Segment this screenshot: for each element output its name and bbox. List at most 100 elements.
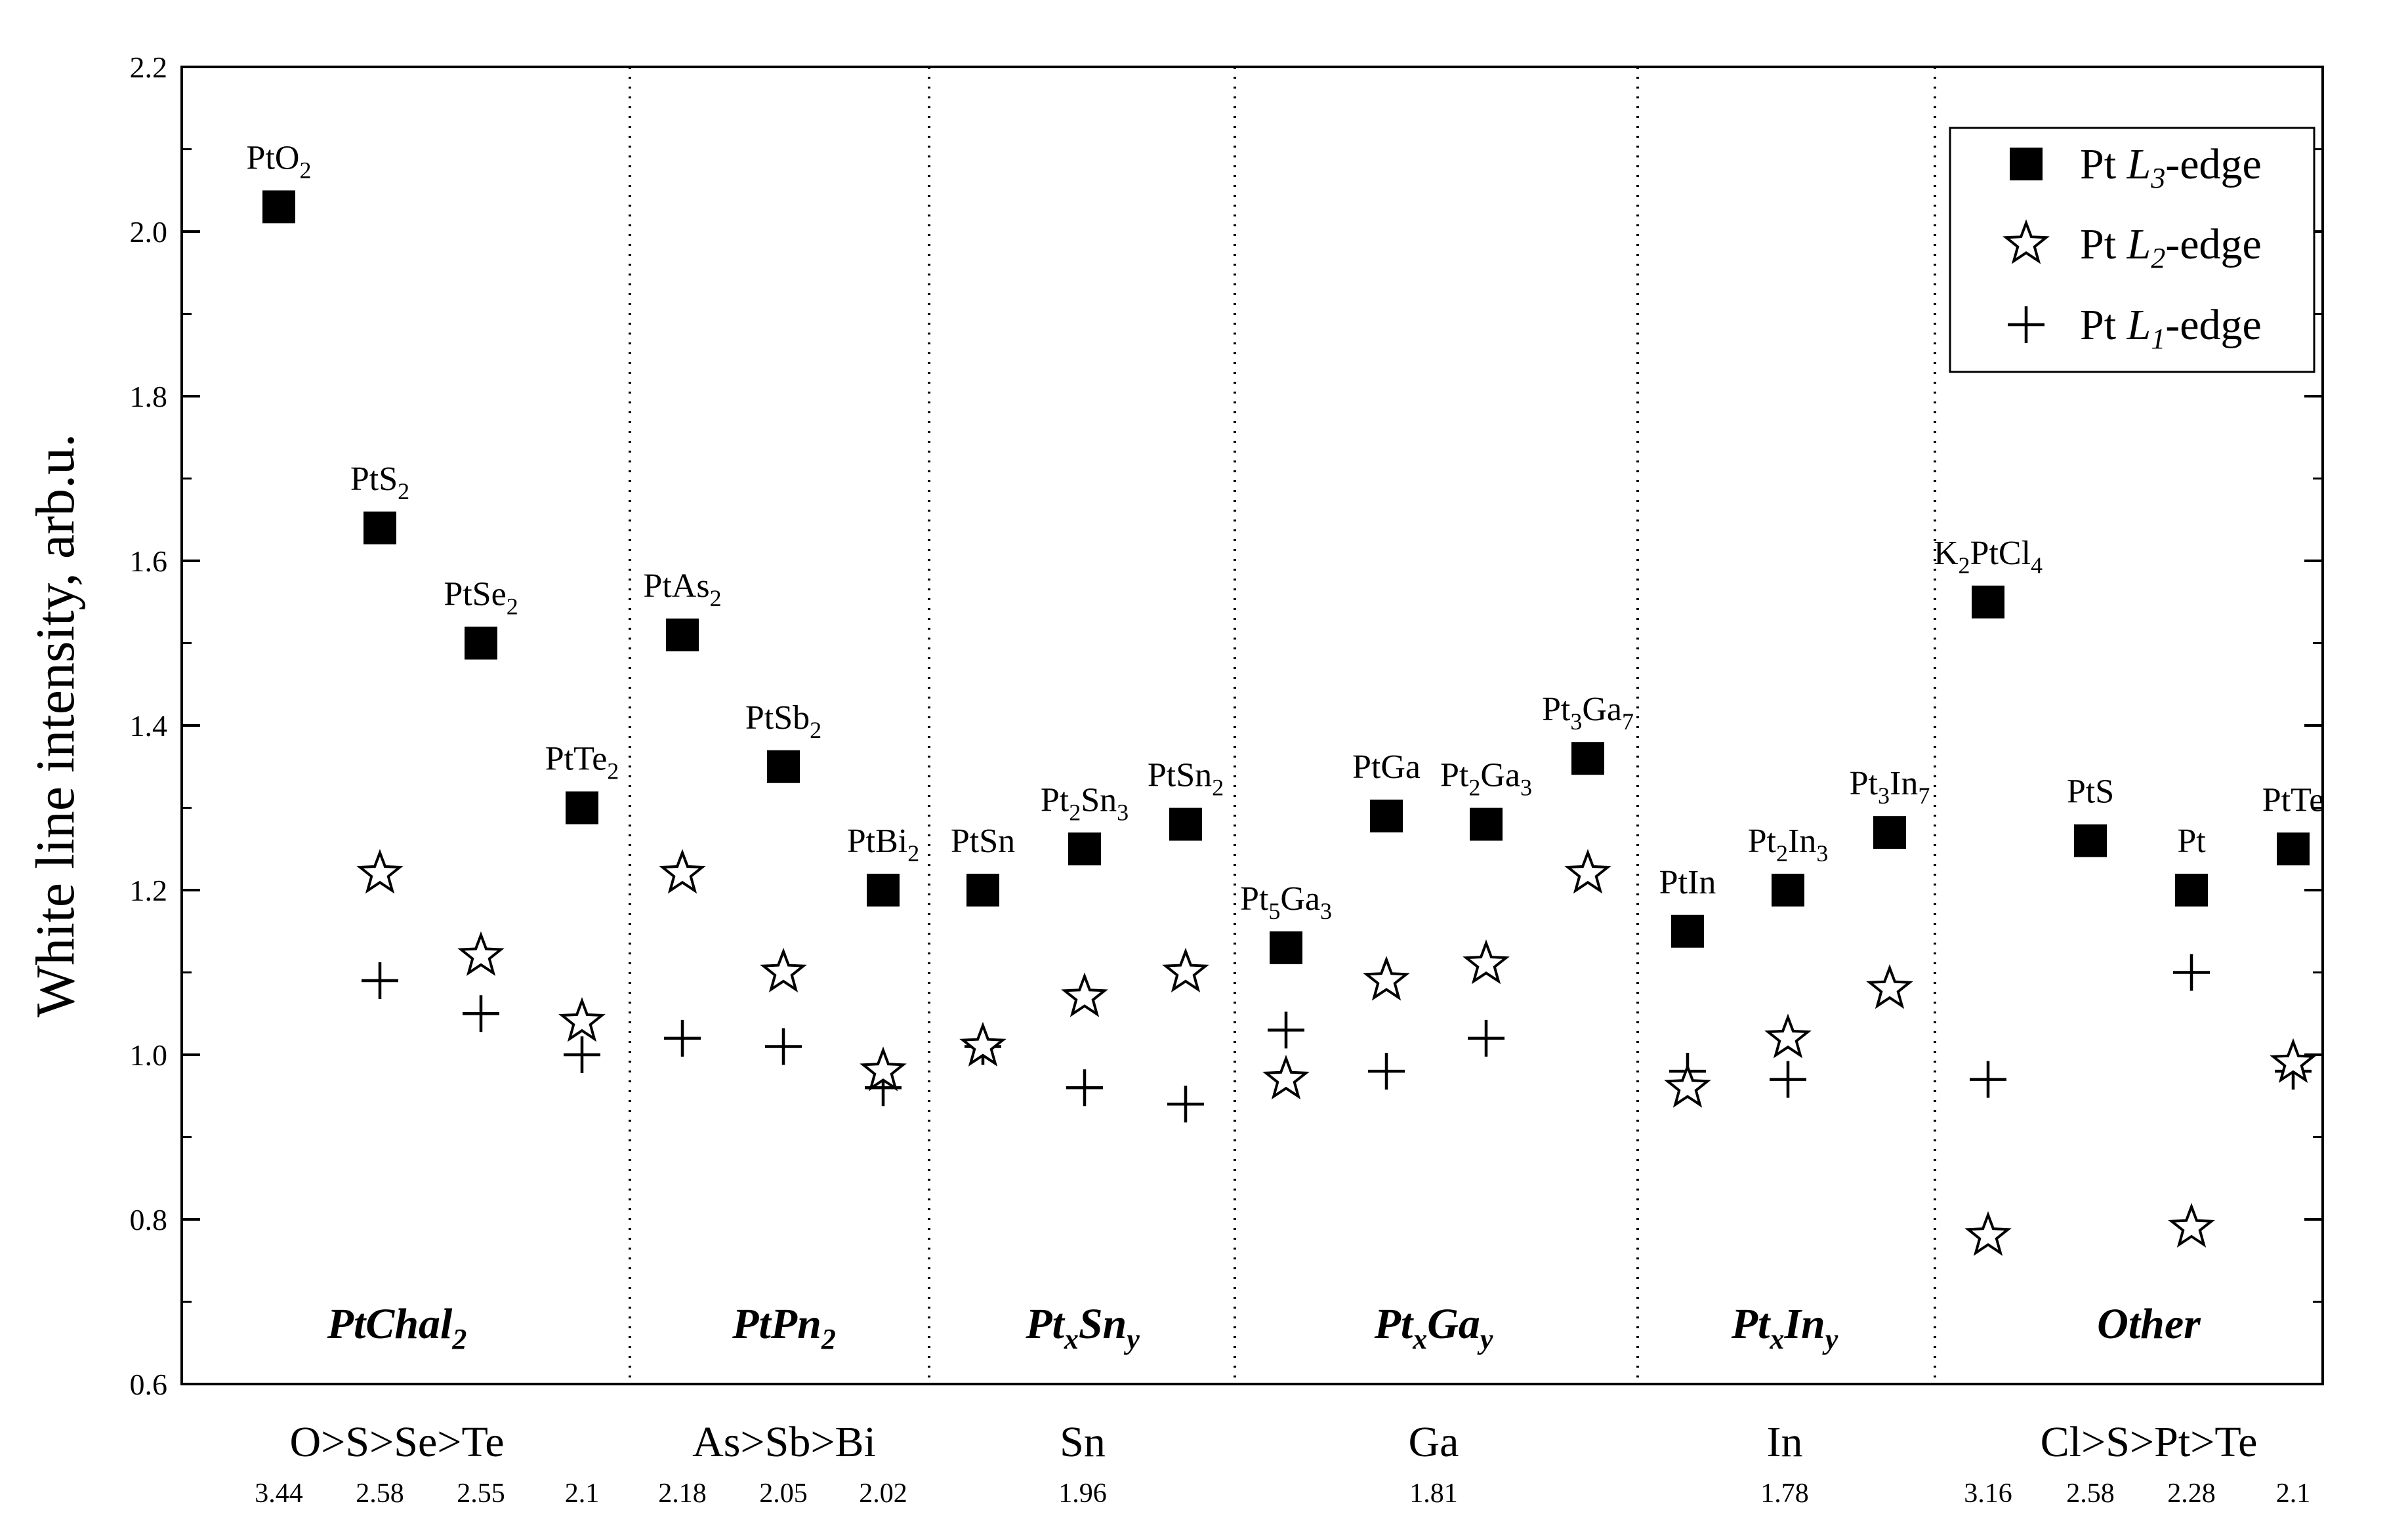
L2-point-mark	[1564, 849, 1611, 894]
label-text: PtCl	[1970, 535, 2031, 572]
point-label: Pt2Ga3	[1440, 757, 1532, 801]
L3-point-mark	[1972, 585, 2004, 619]
L2-point-mark	[558, 997, 606, 1042]
label-subscript: 3	[1520, 775, 1532, 801]
L1-point-mark	[2173, 954, 2210, 991]
group-label-subscript: y	[1477, 1323, 1493, 1355]
group-bottom-label: In	[1767, 1418, 1803, 1466]
label-text: PtAs	[643, 567, 709, 605]
L1-point-mark	[664, 1019, 701, 1057]
label-subscript: 5	[1268, 898, 1280, 924]
group-label-main: Pt	[1025, 1300, 1065, 1348]
group-label-subscript: 2	[821, 1323, 836, 1355]
L2-point-mark	[1664, 1063, 1711, 1108]
label-text: PtBi	[847, 823, 908, 860]
L1-point-mark	[1268, 1011, 1304, 1049]
L3-point-mark	[1671, 914, 1704, 948]
group-label-subscript: y	[1822, 1323, 1838, 1355]
L3-point-mark	[1370, 800, 1403, 833]
point-label: Pt2In3	[1748, 823, 1829, 866]
label-text: PtIn	[1659, 864, 1716, 901]
label-subscript: 2	[710, 585, 722, 611]
point-label: K2PtCl4	[1934, 535, 2043, 579]
electronegativity-value: 2.58	[356, 1478, 404, 1509]
L2-point-mark	[356, 849, 404, 894]
label-text: PtSb	[745, 699, 810, 737]
L1-point-mark	[1066, 1069, 1103, 1107]
y-tick-label: 2.2	[130, 51, 168, 84]
L2-point-mark	[659, 849, 706, 894]
L2-point-mark	[1262, 1054, 1310, 1100]
electronegativity-value: 2.1	[565, 1478, 600, 1509]
legend-letter: L	[2127, 140, 2151, 188]
group-label: PtxIny	[1731, 1300, 1838, 1355]
legend-suffix: -edge	[2165, 301, 2262, 349]
electronegativity-value: 3.44	[255, 1478, 303, 1509]
label-subscript: 3	[1570, 708, 1582, 735]
label-text: PtO	[247, 139, 300, 176]
group-separators	[629, 67, 1936, 1384]
point-label: PtSe2	[444, 576, 518, 620]
label-subscript: 2	[1959, 552, 1970, 579]
label-text: PtSn	[1148, 757, 1212, 794]
group-bottom-label: As>Sb>Bi	[692, 1418, 876, 1466]
L2-point-mark	[959, 1021, 1007, 1067]
label-subscript: 2	[1776, 840, 1788, 866]
group-label-subscript: 2	[451, 1323, 467, 1355]
electronegativity-value: 2.55	[457, 1478, 505, 1509]
label-text: Pt	[1240, 880, 1269, 918]
legend-prefix: Pt	[2080, 220, 2127, 268]
L2-point-mark	[1363, 956, 1410, 1001]
L3-point-mark	[966, 874, 999, 907]
group-label-subscript: x	[1064, 1323, 1079, 1355]
legend-letter: L	[2127, 220, 2151, 268]
L2-point-mark	[1964, 1211, 2012, 1256]
legend-marker-L1	[2008, 306, 2045, 343]
point-label: PtBi2	[847, 823, 920, 866]
electronegativity-value: 3.16	[1964, 1478, 2012, 1509]
group-label-main: Pt	[1731, 1300, 1771, 1348]
electronegativity-value: 2.58	[2066, 1478, 2115, 1509]
group-label: PtxSny	[1025, 1300, 1140, 1355]
legend-marker-L3	[2010, 148, 2043, 180]
L3-point-mark	[1772, 874, 1804, 907]
L3-point-mark	[2074, 824, 2107, 857]
group-label-main: PtChal	[327, 1300, 453, 1348]
group-label-element: Ga	[1427, 1300, 1480, 1348]
label-text: PtGa	[1352, 748, 1421, 786]
L3-point-mark	[1270, 931, 1302, 964]
L1-point-mark	[1970, 1061, 2006, 1098]
group-label: PtPn2	[732, 1300, 836, 1355]
y-tick-label: 1.8	[130, 380, 168, 413]
label-text: In	[1890, 765, 1918, 802]
electronegativity-value: 2.18	[658, 1478, 707, 1509]
L2-point-mark	[1061, 972, 1108, 1017]
label-text: Ga	[1480, 757, 1520, 794]
L1-point-mark	[463, 995, 499, 1032]
y-tick-label: 0.6	[130, 1368, 168, 1401]
point-label: PtTe	[2262, 781, 2325, 819]
L2-point-mark	[457, 931, 505, 976]
point-label: PtTe2	[545, 741, 619, 785]
label-subscript: 2	[299, 157, 311, 183]
L3-point-mark	[363, 511, 396, 544]
L2-point-mark	[860, 1046, 907, 1091]
legend-subscript: 2	[2151, 242, 2165, 274]
L3-point-mark	[2277, 832, 2310, 866]
electronegativity-value: 1.96	[1058, 1478, 1107, 1509]
legend-marker-L2	[2003, 219, 2050, 264]
L2-point-mark	[2270, 1038, 2317, 1084]
point-label: PtS2	[350, 460, 409, 504]
point-label: PtSb2	[745, 699, 821, 743]
legend-entry: Pt L1-edge	[2080, 301, 2262, 355]
legend-entry: Pt L3-edge	[2080, 140, 2262, 194]
group-bottom-label: Ga	[1409, 1418, 1459, 1466]
point-label: PtSn2	[1148, 757, 1224, 801]
legend-subscript: 1	[2151, 323, 2165, 355]
L1-point-mark	[564, 1036, 600, 1073]
point-label: PtGa	[1352, 748, 1421, 786]
legend-prefix: Pt	[2080, 301, 2127, 349]
label-text: Pt	[1748, 823, 1777, 860]
